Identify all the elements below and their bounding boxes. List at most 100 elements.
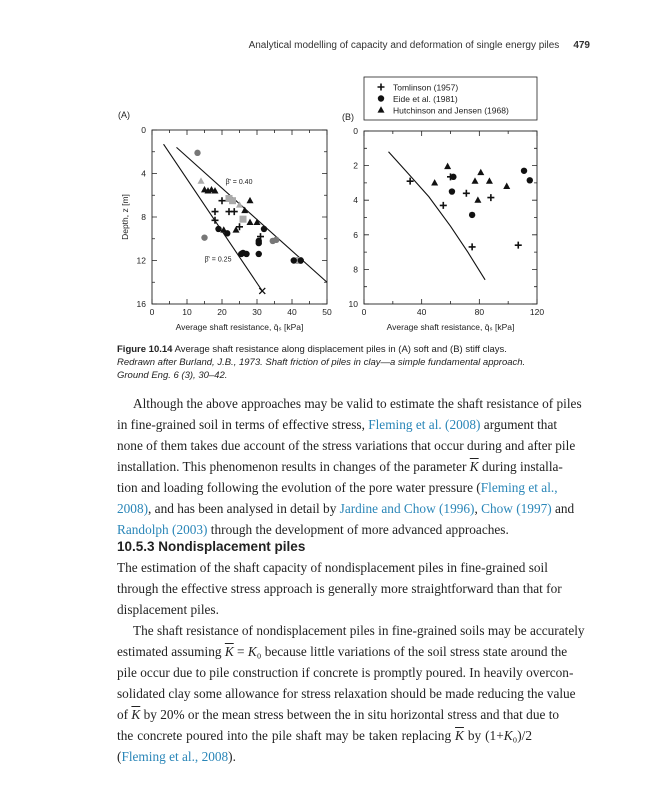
x-tick-label: 0 bbox=[362, 307, 367, 317]
x-axis-label: Average shaft resistance, q̄ₛ [kPa] bbox=[176, 322, 304, 332]
x-axis-label: Average shaft resistance, q̄ₛ [kPa] bbox=[387, 322, 515, 332]
text-span: ₀)/2 bbox=[512, 728, 532, 743]
text-span: The estimation of the shaft capacity of … bbox=[117, 560, 548, 575]
point-triangle bbox=[444, 162, 452, 170]
legend-label: Hutchinson and Jensen (1968) bbox=[393, 105, 509, 115]
symbol-k-bar: K bbox=[131, 707, 141, 722]
point-cross bbox=[258, 287, 266, 295]
text-span: during installa- bbox=[478, 459, 563, 474]
legend-marker-plus bbox=[377, 83, 385, 91]
point-circle bbox=[297, 257, 304, 264]
legend-marker-circle bbox=[377, 95, 385, 102]
plot-frame bbox=[363, 130, 538, 305]
running-header: Analytical modelling of capacity and def… bbox=[249, 40, 590, 51]
point-triangle bbox=[503, 182, 511, 189]
paragraph-1: Although the above approaches may be val… bbox=[117, 393, 582, 540]
legend-items: Tomlinson (1957) Eide et al. (1981)Hutchi… bbox=[377, 82, 509, 115]
point-plus bbox=[468, 243, 476, 251]
text-span: the concrete poured into the pile shaft … bbox=[117, 728, 456, 743]
citation-link[interactable]: 2008) bbox=[117, 501, 149, 516]
point-triangle bbox=[236, 201, 243, 208]
point-circle bbox=[215, 225, 222, 233]
citation-link[interactable]: Randolph (2003) bbox=[117, 522, 208, 537]
caption-source: Redrawn after Burland, J.B., 1973. Shaft… bbox=[117, 357, 526, 381]
text-span: ). bbox=[228, 749, 236, 764]
x-tick-label: 50 bbox=[322, 307, 332, 317]
point-triangle bbox=[232, 226, 240, 233]
section-heading: 10.5.3 Nondisplacement piles bbox=[117, 539, 306, 554]
x-tick-label: 0 bbox=[150, 307, 155, 317]
text-span: of bbox=[117, 707, 132, 722]
point-plus bbox=[439, 201, 447, 209]
trend-line bbox=[388, 151, 486, 281]
text-span: by 20% or the mean stress between the in… bbox=[140, 707, 560, 722]
figure-10-14: Tomlinson (1957) Eide et al. (1981)Hutchi… bbox=[118, 76, 544, 332]
text-span: The shaft resistance of nondisplacement … bbox=[133, 623, 585, 638]
point-triangle bbox=[485, 177, 493, 184]
caption-label: Figure 10.14 bbox=[117, 344, 173, 355]
point-triangle bbox=[246, 196, 254, 204]
text-span: and bbox=[551, 501, 575, 516]
text-span: , and has been analysed in detail by bbox=[148, 501, 340, 516]
y-tick-label: 8 bbox=[141, 212, 146, 222]
text-span: pile occur due to pile construction if c… bbox=[117, 665, 574, 680]
citation-link[interactable]: Fleming et al. (2008) bbox=[368, 417, 481, 432]
x-tick-label: 20 bbox=[217, 307, 227, 317]
legend-label: Eide et al. (1981) bbox=[393, 94, 458, 104]
text-line: of K by 20% or the mean stress between t… bbox=[117, 704, 559, 725]
text-line: The estimation of the shaft capacity of … bbox=[117, 557, 548, 578]
point-triangle bbox=[477, 168, 485, 176]
citation-link[interactable]: Fleming et al., 2008 bbox=[121, 749, 229, 764]
legend-box bbox=[363, 76, 538, 121]
trend-line bbox=[176, 146, 328, 283]
panel-label: (A) bbox=[118, 110, 130, 120]
text-line: (Fleming et al., 2008). bbox=[117, 746, 532, 767]
x-tick-label: 40 bbox=[287, 307, 297, 317]
paragraph-2: The estimation of the shaft capacity of … bbox=[117, 557, 585, 767]
x-tick-label: 120 bbox=[530, 307, 544, 317]
legend: Tomlinson (1957) Eide et al. (1981)Hutchi… bbox=[363, 76, 538, 121]
point-circle bbox=[290, 257, 297, 264]
text-span: ( bbox=[117, 749, 122, 764]
trend-line-label: β̄' = 0.40 bbox=[226, 179, 253, 186]
y-tick-label: 4 bbox=[141, 169, 146, 179]
text-span: = bbox=[233, 644, 248, 659]
text-line: the concrete poured into the pile shaft … bbox=[117, 725, 532, 746]
text-span: , bbox=[474, 501, 482, 516]
symbol-k-bar: K bbox=[455, 728, 464, 743]
text-span: solidated clay some allowance for stress… bbox=[117, 686, 576, 701]
point-triangle bbox=[197, 177, 205, 184]
y-tick-label: 10 bbox=[349, 299, 359, 309]
text-span: by (1+ bbox=[463, 728, 504, 743]
text-span: argument that bbox=[480, 417, 558, 432]
citation-link[interactable]: Chow (1997) bbox=[481, 501, 552, 516]
y-tick-label: 0 bbox=[353, 126, 358, 136]
text-span: ₀ because little variations of the soil … bbox=[256, 644, 568, 659]
point-circle bbox=[273, 236, 280, 244]
y-axis-label: Depth, z [m] bbox=[120, 194, 130, 240]
legend-marker-triangle bbox=[377, 106, 385, 113]
running-title: Analytical modelling of capacity and def… bbox=[248, 40, 560, 51]
citation-link[interactable]: Jardine and Chow (1996) bbox=[339, 501, 475, 516]
point-plus bbox=[462, 189, 470, 197]
y-tick-label: 4 bbox=[353, 195, 358, 205]
point-circle bbox=[450, 173, 457, 181]
citation-link[interactable]: Fleming et al., bbox=[480, 480, 558, 495]
text-line: none of them takes due account of the st… bbox=[117, 435, 575, 456]
point-plus bbox=[211, 208, 219, 216]
text-line: through the effective stress approach is… bbox=[117, 578, 562, 599]
trend-line-label: β̄' = 0.25 bbox=[205, 256, 232, 263]
caption-text: Average shaft resistance along displacem… bbox=[172, 344, 507, 355]
point-circle bbox=[255, 239, 262, 247]
text-span: in fine-grained soil in terms of effecti… bbox=[117, 417, 369, 432]
text-span: K bbox=[503, 728, 513, 743]
text-line: pile occur due to pile construction if c… bbox=[117, 662, 573, 683]
point-plus bbox=[236, 223, 243, 231]
text-span: estimated assuming bbox=[117, 644, 225, 659]
trend-line bbox=[163, 143, 263, 292]
point-triangle bbox=[253, 218, 261, 226]
point-circle bbox=[238, 250, 245, 258]
text-line: estimated assuming K = K₀ because little… bbox=[117, 641, 567, 662]
point-plus bbox=[514, 241, 522, 249]
text-span: through the effective stress approach is… bbox=[117, 581, 562, 596]
